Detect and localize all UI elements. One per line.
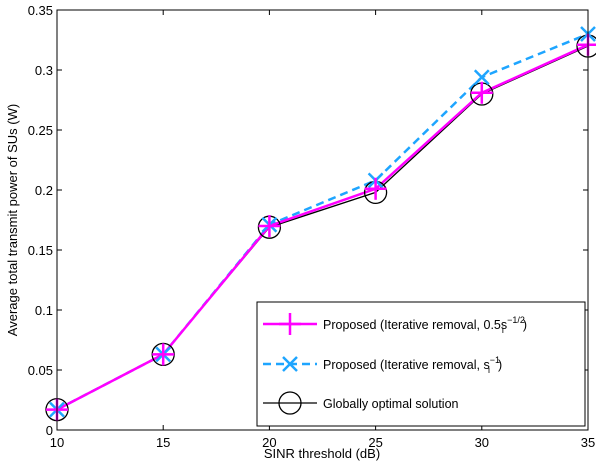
legend-label: Proposed (Iterative removal, s−1 i) <box>323 355 502 375</box>
marker-stroke <box>282 356 298 372</box>
data-point <box>258 215 281 237</box>
y-tick-label: 0.35 <box>28 3 53 18</box>
legend-label: Proposed (Iterative removal, 0.5s−1/2 i) <box>323 315 527 335</box>
legend-entry-0: Proposed (Iterative removal, 0.5s−1/2 i) <box>263 313 527 335</box>
marker-stroke <box>473 69 490 86</box>
series-1 <box>56 32 589 411</box>
legend-entry-2: Globally optimal solution <box>263 391 459 415</box>
y-tick-label: 0 <box>46 423 53 438</box>
series-line <box>56 32 589 411</box>
series-0 <box>56 43 589 411</box>
data-point <box>152 343 175 366</box>
legend-box <box>256 301 586 427</box>
y-tick-label: 0.05 <box>28 363 53 378</box>
legend-label: Globally optimal solution <box>323 397 459 411</box>
legend-marker <box>279 313 301 335</box>
data-point <box>364 177 387 200</box>
y-tick-label: 0.15 <box>28 243 53 258</box>
x-tick-label: 15 <box>156 435 170 450</box>
y-tick-label: 0.3 <box>35 63 53 78</box>
legend-marker <box>282 356 298 372</box>
x-tick-label: 20 <box>262 435 276 450</box>
x-tick-label: 35 <box>581 435 595 450</box>
x-tick-label: 10 <box>50 435 64 450</box>
legend: Proposed (Iterative removal, 0.5s−1/2 i) P… <box>256 301 586 427</box>
ticks-layer: 10 15 20 25 30 35 0 0.05 0.1 0.15 0.2 0.25 0.3 0.35 <box>28 3 596 450</box>
y-tick-label: 0.1 <box>35 303 53 318</box>
x-tick-label: 25 <box>368 435 382 450</box>
x-axis-title: SINR threshold (dB) <box>264 446 380 461</box>
data-point <box>473 69 490 86</box>
y-axis-title: Average total transmit power of SUs (W) <box>5 104 20 336</box>
plot-frame <box>56 9 589 431</box>
x-tick-label: 30 <box>475 435 489 450</box>
y-tick-label: 0.2 <box>35 183 53 198</box>
data-point <box>470 81 493 104</box>
y-tick-label: 0.25 <box>28 123 53 138</box>
series-line <box>56 43 589 411</box>
legend-entry-1: Proposed (Iterative removal, s−1 i) <box>263 355 502 375</box>
legend-marker <box>278 391 302 415</box>
